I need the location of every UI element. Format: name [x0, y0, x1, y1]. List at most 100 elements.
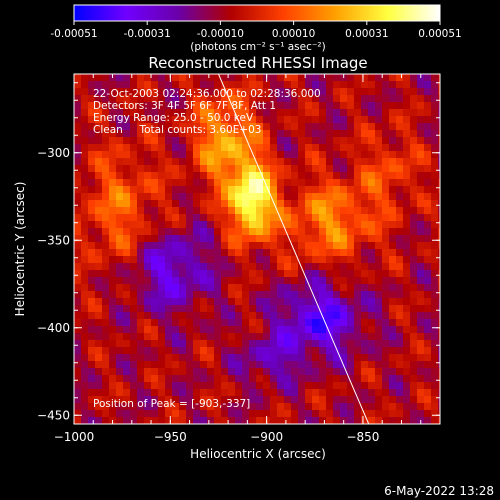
heatmap-cell	[116, 193, 124, 201]
annotation-clean: Clean Total counts: 3.60E+03	[93, 124, 262, 136]
heatmap-cell	[256, 207, 264, 215]
heatmap-cell	[347, 298, 355, 306]
heatmap-cell	[228, 200, 236, 208]
heatmap-cell	[312, 235, 320, 243]
heatmap-cell	[221, 410, 229, 418]
heatmap-cell	[410, 221, 418, 229]
heatmap-cell	[137, 193, 145, 201]
heatmap-cell	[277, 151, 285, 159]
y-tick-label: −350	[37, 233, 70, 247]
heatmap-cell	[291, 200, 299, 208]
heatmap-cell	[81, 417, 89, 424]
heatmap-cell	[396, 333, 404, 341]
heatmap-cell	[179, 375, 187, 383]
heatmap-cell	[431, 382, 439, 390]
heatmap-cell	[88, 74, 96, 82]
heatmap-cell	[424, 137, 432, 145]
heatmap-cell	[200, 242, 208, 250]
heatmap-cell	[102, 123, 110, 131]
heatmap-cell	[81, 354, 89, 362]
heatmap-cell	[207, 109, 215, 117]
heatmap-cell	[333, 235, 341, 243]
heatmap-cell	[354, 179, 362, 187]
heatmap-cell	[368, 172, 376, 180]
heatmap-cell	[130, 277, 138, 285]
heatmap-cell	[319, 284, 327, 292]
heatmap-cell	[326, 396, 334, 404]
heatmap-cell	[165, 277, 173, 285]
heatmap-cell	[158, 158, 166, 166]
heatmap-cell	[382, 235, 390, 243]
heatmap-cell	[340, 249, 348, 257]
heatmap-cell	[74, 228, 82, 236]
heatmap-cell	[354, 221, 362, 229]
heatmap-cell	[340, 102, 348, 110]
heatmap-cell	[130, 382, 138, 390]
heatmap-cell	[438, 298, 440, 306]
heatmap-cell	[172, 74, 180, 82]
heatmap-cell	[375, 312, 383, 320]
heatmap-cell	[172, 235, 180, 243]
heatmap-cell	[130, 347, 138, 355]
heatmap-cell	[207, 249, 215, 257]
heatmap-cell	[228, 382, 236, 390]
heatmap-cell	[291, 193, 299, 201]
heatmap-cell	[228, 214, 236, 222]
heatmap-cell	[396, 165, 404, 173]
heatmap-cell	[277, 382, 285, 390]
heatmap-cell	[431, 368, 439, 376]
heatmap-cell	[354, 340, 362, 348]
heatmap-cell	[340, 228, 348, 236]
heatmap-cell	[144, 88, 152, 96]
heatmap-cell	[361, 298, 369, 306]
heatmap-cell	[165, 410, 173, 418]
heatmap-cell	[312, 102, 320, 110]
heatmap-cell	[291, 130, 299, 138]
heatmap-cell	[277, 137, 285, 145]
heatmap-cell	[291, 221, 299, 229]
heatmap-cell	[249, 368, 257, 376]
heatmap-cell	[193, 137, 201, 145]
heatmap-cell	[193, 417, 201, 424]
heatmap-cell	[347, 319, 355, 327]
heatmap-cell	[256, 151, 264, 159]
heatmap-cell	[431, 207, 439, 215]
heatmap-cell	[277, 200, 285, 208]
heatmap-cell	[319, 228, 327, 236]
heatmap-cell	[270, 291, 278, 299]
heatmap-cell	[277, 221, 285, 229]
heatmap-cell	[340, 137, 348, 145]
heatmap-cell	[116, 389, 124, 397]
heatmap-cell	[382, 291, 390, 299]
heatmap-cell	[431, 277, 439, 285]
heatmap-cell	[95, 116, 103, 124]
heatmap-cell	[298, 186, 306, 194]
heatmap-cell	[249, 144, 257, 152]
heatmap-cell	[158, 368, 166, 376]
heatmap-cell	[389, 95, 397, 103]
heatmap-cell	[186, 88, 194, 96]
heatmap-cell	[368, 298, 376, 306]
heatmap-cell	[207, 333, 215, 341]
heatmap-cell	[361, 200, 369, 208]
heatmap-cell	[235, 151, 243, 159]
heatmap-cell	[214, 340, 222, 348]
heatmap-cell	[333, 228, 341, 236]
heatmap-cell	[319, 207, 327, 215]
heatmap-cell	[242, 319, 250, 327]
heatmap-cell	[347, 396, 355, 404]
heatmap-cell	[431, 340, 439, 348]
heatmap-cell	[158, 256, 166, 264]
heatmap-cell	[375, 116, 383, 124]
heatmap-cell	[417, 319, 425, 327]
heatmap-cell	[375, 242, 383, 250]
heatmap-cell	[256, 186, 264, 194]
heatmap-cell	[249, 256, 257, 264]
heatmap-cell	[116, 179, 124, 187]
heatmap-cell	[207, 193, 215, 201]
heatmap-cell	[291, 165, 299, 173]
heatmap-cell	[305, 340, 313, 348]
heatmap-cell	[123, 221, 131, 229]
heatmap-cell	[95, 326, 103, 334]
heatmap-cell	[291, 228, 299, 236]
